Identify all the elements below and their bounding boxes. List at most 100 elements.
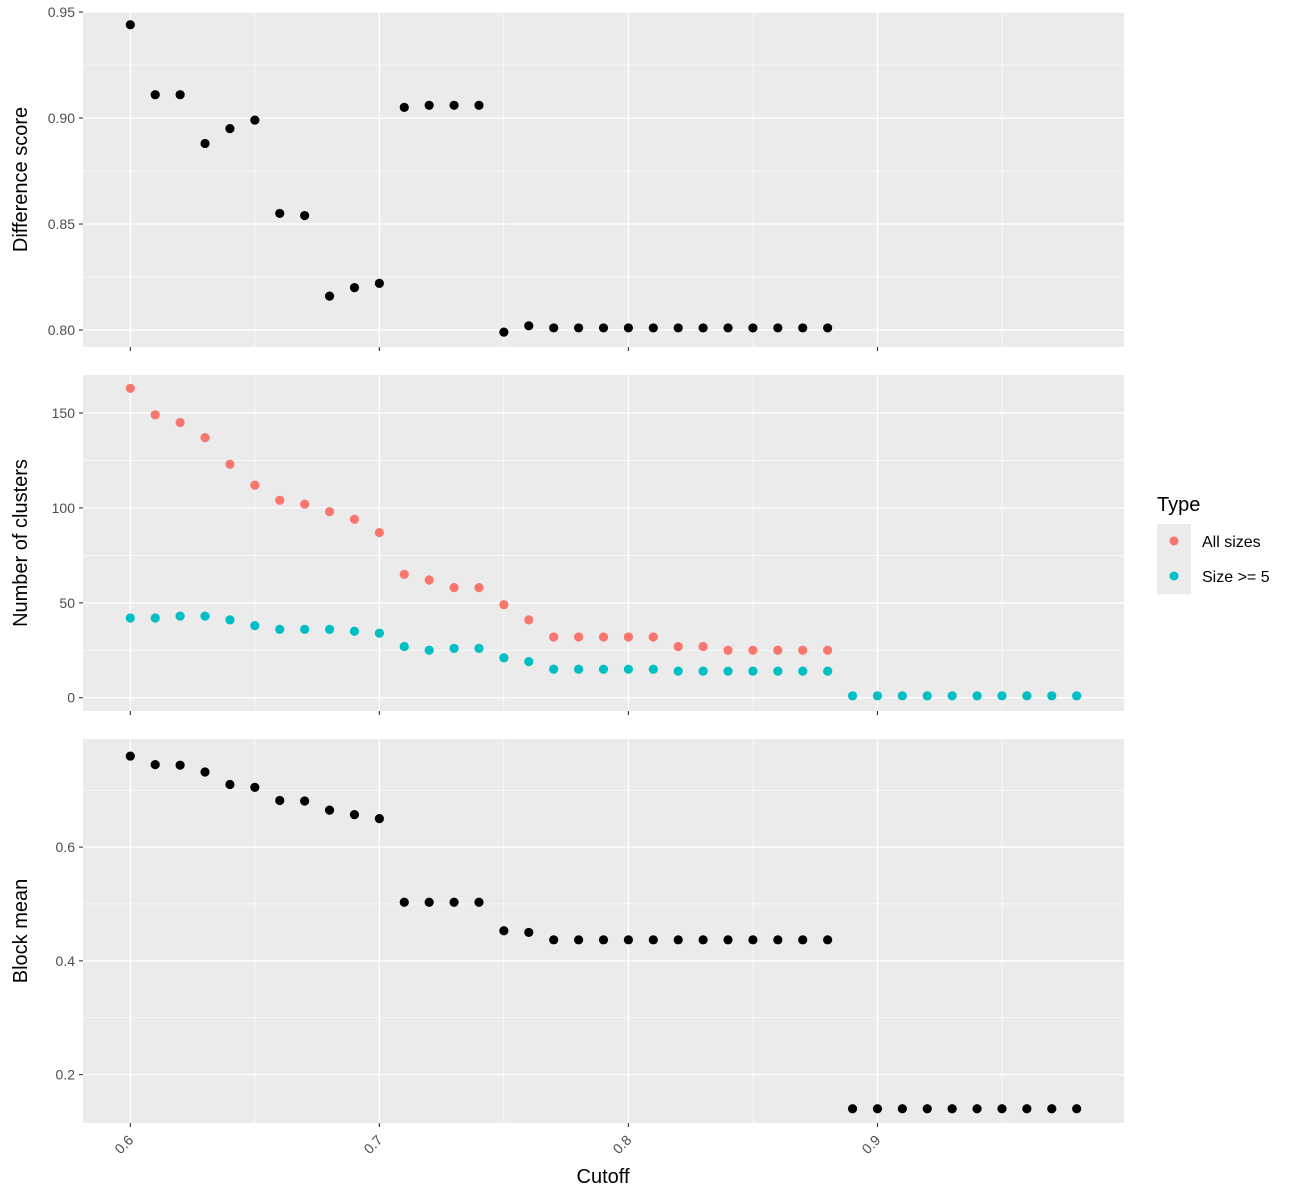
data-point <box>275 208 285 219</box>
data-point <box>324 291 335 301</box>
data-point <box>499 600 509 610</box>
panel-background <box>83 739 1124 1123</box>
data-point <box>349 626 360 636</box>
data-point <box>524 615 534 625</box>
data-point <box>424 100 434 110</box>
data-point <box>399 569 409 579</box>
y-tick-label: 0.95 <box>48 4 75 20</box>
data-point <box>972 691 982 701</box>
legend-label-size-5: Size >= 5 <box>1202 569 1270 586</box>
data-point <box>997 1104 1007 1114</box>
data-point <box>1022 1104 1032 1114</box>
data-point <box>773 645 783 655</box>
data-point <box>349 810 360 820</box>
data-point <box>374 278 384 288</box>
y-tick-label: 0.90 <box>48 110 75 126</box>
data-point <box>549 935 559 945</box>
data-point <box>524 927 534 938</box>
data-point <box>922 1104 932 1114</box>
x-axis-title: Cutoff <box>577 1166 630 1188</box>
data-point <box>573 632 584 642</box>
data-point <box>698 666 708 676</box>
data-point <box>275 624 285 634</box>
data-point <box>275 495 285 505</box>
data-point <box>324 805 335 815</box>
y-axis-title: Number of clusters <box>10 459 32 627</box>
data-point <box>1047 691 1057 701</box>
data-point <box>673 641 683 652</box>
data-point <box>698 935 708 945</box>
series-all-sizes <box>125 383 833 655</box>
data-point <box>175 417 185 428</box>
data-point <box>349 283 360 293</box>
x-tick-label: 0.8 <box>609 1132 634 1157</box>
y-tick-label: 0.80 <box>48 322 75 338</box>
data-point <box>125 383 135 393</box>
data-point <box>872 691 883 701</box>
data-point <box>549 323 559 333</box>
data-point <box>524 657 534 667</box>
data-point <box>698 323 708 333</box>
data-point <box>823 935 833 945</box>
data-point <box>374 527 384 538</box>
data-point <box>748 645 758 655</box>
data-point <box>698 641 708 652</box>
data-point <box>598 664 609 674</box>
data-point <box>474 100 484 110</box>
data-point <box>424 897 434 907</box>
data-point <box>225 459 235 469</box>
data-point <box>150 410 160 420</box>
data-point <box>748 666 758 676</box>
data-point <box>623 632 634 642</box>
data-point <box>623 664 634 674</box>
data-point <box>573 664 584 674</box>
data-point <box>225 615 235 625</box>
data-point <box>125 751 135 761</box>
data-point <box>175 611 185 621</box>
panel-background <box>83 12 1124 347</box>
data-point <box>1072 691 1082 701</box>
data-point <box>847 691 858 701</box>
series-3-0 <box>125 751 1082 1114</box>
data-point <box>997 691 1007 701</box>
data-point <box>399 102 409 113</box>
legend-label-all-sizes: All sizes <box>1202 534 1261 551</box>
data-point <box>449 643 459 653</box>
data-point <box>300 624 310 634</box>
data-point <box>474 583 484 593</box>
data-point <box>947 1104 957 1114</box>
data-point <box>648 323 658 333</box>
data-point <box>449 100 459 110</box>
data-point <box>773 323 783 333</box>
panel-1: 0.80 0.85 0.90 0.95 Difference score <box>10 4 1124 351</box>
data-point <box>275 795 285 806</box>
data-point <box>200 433 210 443</box>
data-point <box>549 632 559 642</box>
data-point <box>748 935 758 945</box>
data-point <box>673 666 683 676</box>
data-point <box>524 321 534 331</box>
data-point <box>598 632 609 642</box>
legend-key-background <box>1157 524 1191 594</box>
data-point <box>623 935 634 945</box>
data-point <box>349 514 360 524</box>
y-tick-label: 0.6 <box>56 839 76 855</box>
y-tick-label: 100 <box>52 500 76 516</box>
x-tick-label: 0.7 <box>360 1132 385 1157</box>
panels-layer: 0.80 0.85 0.90 0.95 Difference score 0 50 100 15… <box>10 4 1124 1157</box>
data-point <box>200 767 210 777</box>
data-point <box>947 691 957 701</box>
data-point <box>374 628 384 638</box>
data-point <box>399 897 409 907</box>
data-point <box>399 641 409 652</box>
data-point <box>324 624 335 634</box>
data-point <box>723 645 733 655</box>
data-point <box>872 1104 883 1114</box>
data-point <box>1047 1104 1057 1114</box>
data-point <box>598 935 609 945</box>
data-point <box>847 1104 858 1114</box>
data-point <box>474 897 484 907</box>
data-point <box>125 613 135 623</box>
data-point <box>673 323 683 333</box>
data-point <box>773 935 783 945</box>
